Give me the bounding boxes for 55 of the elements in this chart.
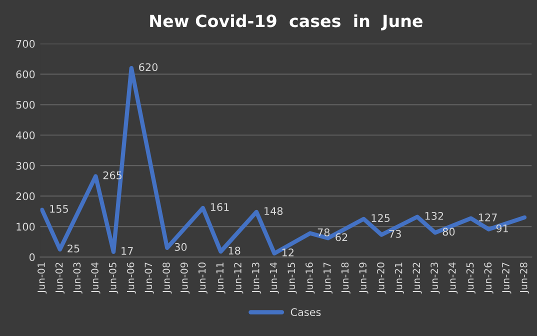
x-tick-label: Jun-10 — [198, 262, 208, 294]
data-label: 155 — [50, 205, 68, 213]
x-tick-label: Jun-02 — [55, 262, 65, 294]
x-tick-label: Jun-15 — [288, 262, 297, 294]
x-tick-label: Jun-13 — [252, 262, 262, 294]
data-label: 80 — [442, 228, 455, 236]
x-tick-label: Jun-12 — [234, 262, 244, 294]
y-tick-label: 700 — [16, 40, 35, 48]
data-label: 62 — [336, 233, 348, 242]
y-tick-label: 0 — [29, 253, 35, 262]
x-tick-label: Jun-03 — [73, 262, 82, 294]
x-tick-label: Jun-18 — [341, 262, 350, 294]
x-tick-label: Jun-17 — [324, 262, 333, 294]
x-tick-label: Jun-24 — [448, 262, 458, 294]
y-tick-label: 200 — [16, 192, 35, 200]
y-tick-label: 400 — [16, 131, 35, 140]
data-label: 78 — [318, 228, 330, 236]
x-tick-label: Jun-14 — [270, 262, 279, 294]
x-tick-label: Jun-28 — [520, 262, 530, 294]
x-tick-label: Jun-23 — [430, 262, 440, 294]
data-label: 161 — [210, 203, 229, 211]
data-label: 132 — [425, 212, 444, 220]
data-label: 25 — [68, 244, 80, 252]
x-tick-label: Jun-27 — [502, 262, 512, 294]
data-label: 30 — [174, 243, 187, 251]
data-label: 125 — [372, 214, 390, 222]
x-tick-label: Jun-26 — [484, 262, 494, 294]
x-tick-label: Jun-05 — [109, 262, 118, 294]
x-tick-label: Jun-07 — [144, 262, 154, 294]
x-tick-label: Jun-06 — [126, 262, 136, 294]
chart-title: New Covid-19 cases in June — [150, 14, 422, 30]
data-label: 12 — [282, 248, 294, 256]
y-tick-label: 500 — [16, 100, 35, 109]
data-label: 620 — [139, 63, 158, 72]
x-tick-label: Jun-11 — [216, 262, 226, 294]
x-tick-label: Jun-09 — [180, 262, 190, 294]
x-tick-label: Jun-04 — [91, 262, 100, 294]
x-tick-label: Jun-21 — [394, 262, 404, 294]
data-label: 18 — [228, 246, 240, 255]
x-tick-label: Jun-25 — [466, 262, 476, 294]
y-tick-label: 100 — [16, 222, 35, 231]
x-tick-label: Jun-08 — [162, 262, 172, 294]
x-tick-label: Jun-19 — [359, 262, 368, 294]
data-label: 148 — [264, 207, 283, 215]
x-tick-label: Jun-16 — [306, 262, 315, 294]
data-label: 91 — [496, 224, 508, 232]
data-label: 17 — [122, 247, 133, 255]
y-tick-label: 300 — [16, 162, 35, 170]
data-label: 73 — [389, 230, 401, 238]
x-tick-label: Jun-22 — [412, 262, 422, 294]
y-tick-label: 600 — [16, 70, 35, 78]
x-tick-label: Jun-01 — [38, 262, 47, 294]
legend-label: Cases — [290, 308, 321, 316]
x-tick-label: Jun-20 — [377, 262, 386, 294]
data-label: 127 — [478, 213, 497, 222]
